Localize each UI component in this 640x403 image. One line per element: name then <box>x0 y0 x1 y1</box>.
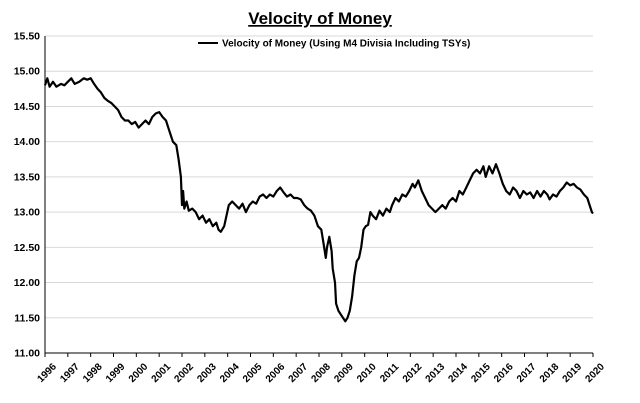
x-tick-label: 2004 <box>218 361 242 385</box>
x-tick-label: 2017 <box>515 361 539 385</box>
x-axis-ticks: 1996 1997 1998 1999 2000 2001 2002 2003 2004 2005… <box>35 353 607 385</box>
chart-title: Velocity of Money <box>248 9 392 28</box>
x-tick-label: 2011 <box>378 361 401 384</box>
x-tick-label: 1996 <box>35 361 59 385</box>
legend: Velocity of Money (Using M4 Divisia Incl… <box>198 39 470 50</box>
x-tick-label: 2019 <box>561 361 585 385</box>
x-tick-label: 2016 <box>492 361 516 385</box>
x-tick-label: 2001 <box>150 361 174 385</box>
x-tick-label: 2003 <box>195 361 219 385</box>
x-tick-label: 2018 <box>538 361 562 385</box>
y-tick-label: 14.50 <box>14 101 40 113</box>
y-tick-label: 15.00 <box>14 66 40 78</box>
x-tick-label: 1997 <box>58 361 82 385</box>
x-tick-label: 2015 <box>469 361 493 385</box>
x-tick-label: 2007 <box>287 361 311 385</box>
x-tick-label: 2006 <box>264 361 288 385</box>
series-line-velocity <box>43 77 594 323</box>
y-tick-label: 15.50 <box>14 31 40 43</box>
x-tick-label: 1999 <box>104 361 128 385</box>
y-tick-label: 11.00 <box>14 348 40 360</box>
x-tick-label: 1998 <box>81 361 105 385</box>
y-tick-label: 11.50 <box>14 312 40 324</box>
x-tick-label: 2009 <box>332 361 356 385</box>
x-tick-label: 2005 <box>241 361 265 385</box>
legend-label: Velocity of Money (Using M4 Divisia Incl… <box>222 39 470 50</box>
x-tick-label: 2010 <box>355 361 379 385</box>
x-tick-label: 2020 <box>583 361 607 385</box>
x-tick-label: 2012 <box>401 361 425 385</box>
y-tick-label: 12.00 <box>14 277 40 289</box>
x-tick-label: 2013 <box>424 361 448 385</box>
y-tick-label: 13.50 <box>14 171 40 183</box>
x-tick-label: 2014 <box>446 361 470 385</box>
y-tick-label: 12.50 <box>14 242 40 254</box>
grid-lines <box>45 35 593 319</box>
x-tick-label: 2000 <box>127 361 151 385</box>
x-tick-label: 2002 <box>172 361 196 385</box>
y-axis-ticks: 11.00 11.50 12.00 12.50 13.00 13.50 14.00 14.50… <box>14 31 40 360</box>
y-tick-label: 14.00 <box>14 136 40 148</box>
y-tick-label: 13.00 <box>14 207 40 219</box>
x-tick-label: 2008 <box>309 361 333 385</box>
